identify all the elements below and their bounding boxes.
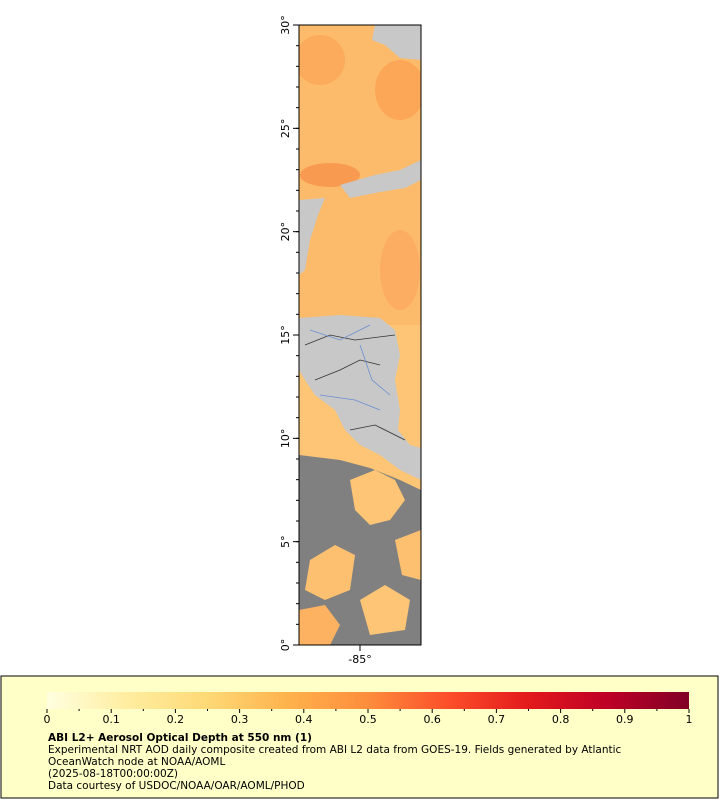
axes: 0° 5° 10° 15° 20° 25° 30° -85°: [279, 15, 372, 666]
colorbar-tick-label: 1: [686, 713, 693, 726]
colorbar-tick-label: 0.1: [102, 713, 120, 726]
colorbar-tick-label: 0.9: [616, 713, 634, 726]
colorbar-tick-label: 0.5: [359, 713, 377, 726]
y-tick-label: 0°: [279, 639, 292, 652]
y-tick-label: 15°: [279, 325, 292, 345]
colorbar-tick-label: 0.6: [423, 713, 441, 726]
y-tick-label: 10°: [279, 429, 292, 449]
y-tick-label: 20°: [279, 222, 292, 242]
y-tick-label: 30°: [279, 15, 292, 35]
colorbar: [47, 692, 689, 709]
colorbar-tick-label: 0.2: [167, 713, 185, 726]
y-tick-label: 25°: [279, 119, 292, 139]
y-tick-label: 5°: [279, 535, 292, 548]
legend-line: Data courtesy of USDOC/NOAA/OAR/AOML/PHO…: [48, 780, 305, 792]
map-image: [299, 25, 421, 645]
colorbar-tick-label: 0: [44, 713, 51, 726]
colorbar-tick-label: 0.3: [231, 713, 249, 726]
colorbar-tick-label: 0.4: [295, 713, 313, 726]
x-tick-label: -85°: [348, 653, 371, 666]
legend-line: (2025-08-18T00:00:00Z): [48, 768, 178, 780]
colorbar-axis: 0 0.1 0.2 0.3 0.4 0.5 0.6 0.7 0.8 0.9 1: [44, 709, 693, 726]
legend-title: ABI L2+ Aerosol Optical Depth at 550 nm …: [48, 732, 312, 744]
legend-line: Experimental NRT AOD daily composite cre…: [48, 744, 622, 768]
colorbar-tick-label: 0.8: [552, 713, 570, 726]
legend-notes: ABI L2+ Aerosol Optical Depth at 550 nm …: [48, 732, 688, 792]
colorbar-tick-label: 0.7: [488, 713, 506, 726]
